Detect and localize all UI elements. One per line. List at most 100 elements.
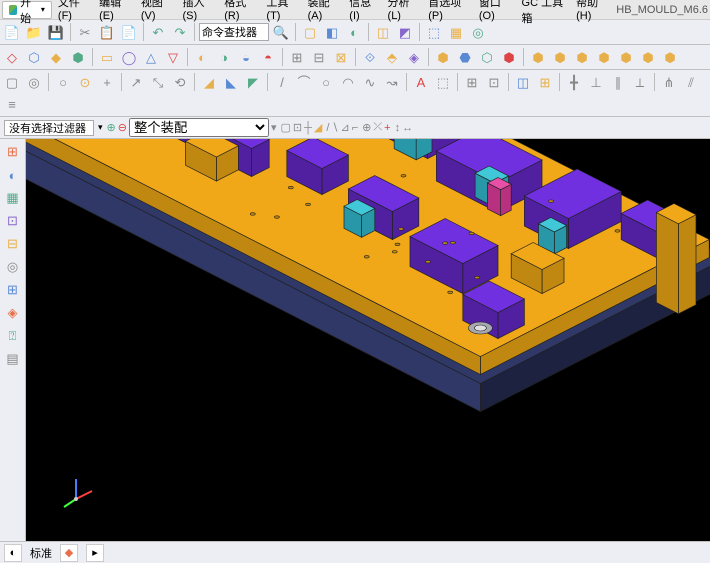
toolbar-button[interactable]: ≡	[2, 94, 22, 114]
toolbar-button[interactable]: ⊠	[331, 47, 351, 67]
toolbar-button[interactable]: ⬢	[68, 47, 88, 67]
toolbar-button[interactable]: ⊡	[293, 121, 302, 134]
toolbar-button[interactable]: 📄	[119, 22, 139, 42]
toolbar-button[interactable]: ⊟	[309, 47, 329, 67]
toolbar-button[interactable]: ◫	[373, 22, 393, 42]
toolbar-button[interactable]: ⌐	[352, 122, 358, 134]
toolbar-button[interactable]: △	[141, 47, 161, 67]
toolbar-button[interactable]: ⬘	[382, 47, 402, 67]
menu-item[interactable]: GC 工具箱	[516, 0, 571, 26]
toolbar-button[interactable]: ⊡	[484, 72, 504, 92]
left-tool-button[interactable]: ◈	[2, 302, 24, 324]
toolbar-button[interactable]: ↕	[395, 122, 401, 134]
toolbar-button[interactable]: ▾	[271, 121, 277, 134]
left-tool-button[interactable]: ◎	[2, 256, 24, 278]
toolbar-button[interactable]: ⊕	[362, 121, 371, 134]
toolbar-button[interactable]: ◠	[338, 72, 358, 92]
toolbar-button[interactable]: ⬚	[424, 22, 444, 42]
toolbar-button[interactable]: ⊞	[462, 72, 482, 92]
toolbar-button[interactable]: ⤡	[148, 72, 168, 92]
status-icon-1[interactable]: ◐	[4, 544, 22, 562]
toolbar-button[interactable]: ▭	[97, 47, 117, 67]
toolbar-button[interactable]: 📄	[2, 22, 22, 42]
toolbar-button[interactable]: ◢	[199, 72, 219, 92]
toolbar-button[interactable]: ◆	[46, 47, 66, 67]
toolbar-button[interactable]: ⊞	[287, 47, 307, 67]
left-tool-button[interactable]: ⊟	[2, 233, 24, 255]
toolbar-button[interactable]: ⊥	[586, 72, 606, 92]
toolbar-button[interactable]: ◐	[344, 22, 364, 42]
toolbar-button[interactable]: A	[411, 72, 431, 92]
start-button[interactable]: 开始 ▾	[2, 1, 52, 19]
status-icon-3[interactable]: ▸	[86, 544, 104, 562]
toolbar-button[interactable]: ▢	[300, 22, 320, 42]
toolbar-button[interactable]: ⬢	[594, 47, 614, 67]
toolbar-button[interactable]: ╋	[564, 72, 584, 92]
toolbar-button[interactable]: ↶	[148, 22, 168, 42]
toolbar-button[interactable]: ▽	[163, 47, 183, 67]
toolbar-button[interactable]: ⬢	[616, 47, 636, 67]
toolbar-button[interactable]: ◇	[2, 47, 22, 67]
toolbar-button[interactable]: ⬡	[477, 47, 497, 67]
toolbar-button[interactable]: ◑	[214, 47, 234, 67]
toolbar-button[interactable]: ✂	[75, 22, 95, 42]
toolbar-button[interactable]: ⟲	[170, 72, 190, 92]
toolbar-button[interactable]: ┼	[304, 122, 312, 134]
left-tool-button[interactable]: ⊡	[2, 210, 24, 232]
toolbar-button[interactable]: ◒	[236, 47, 256, 67]
toolbar-button[interactable]: ⟂	[630, 72, 650, 92]
toolbar-button[interactable]: ⊞	[535, 72, 555, 92]
toolbar-button[interactable]: ▢	[281, 121, 291, 134]
selection-filter-input[interactable]	[4, 120, 94, 136]
toolbar-button[interactable]: ◫	[513, 72, 533, 92]
left-tool-button[interactable]: ⍰	[2, 325, 24, 347]
toolbar-button[interactable]: 💾	[46, 22, 66, 42]
toolbar-button[interactable]: ○	[53, 72, 73, 92]
viewport-3d[interactable]	[26, 139, 710, 541]
toolbar-button[interactable]: +	[97, 72, 117, 92]
toolbar-button[interactable]: ○	[316, 72, 336, 92]
toolbar-button[interactable]: ▢	[2, 72, 22, 92]
toolbar-button[interactable]: ⬢	[638, 47, 658, 67]
toolbar-button[interactable]: ⤫	[373, 121, 382, 134]
toolbar-button[interactable]: 📋	[97, 22, 117, 42]
toolbar-button[interactable]: ↷	[170, 22, 190, 42]
toolbar-button[interactable]: ◎	[468, 22, 488, 42]
toolbar-button[interactable]: +	[384, 122, 390, 134]
toolbar-button[interactable]: ⬡	[24, 47, 44, 67]
toolbar-button[interactable]: ◐	[192, 47, 212, 67]
toolbar-button[interactable]: ◓	[258, 47, 278, 67]
toolbar-button[interactable]: 🔍	[271, 22, 291, 42]
chevron-down-icon[interactable]: ▾	[98, 122, 103, 133]
toolbar-combo[interactable]: 整个装配	[129, 118, 269, 137]
toolbar-button[interactable]: ◤	[243, 72, 263, 92]
toolbar-button[interactable]: ◩	[395, 22, 415, 42]
left-tool-button[interactable]: ⊞	[2, 279, 24, 301]
menu-item[interactable]: 格式(R)	[218, 0, 260, 26]
status-icon-2[interactable]: ◆	[60, 544, 78, 562]
toolbar-button[interactable]: ↗	[126, 72, 146, 92]
left-tool-button[interactable]: ◐	[2, 164, 24, 186]
toolbar-button[interactable]: ⊙	[75, 72, 95, 92]
toolbar-button[interactable]: ⬣	[455, 47, 475, 67]
toolbar-button[interactable]: ⬢	[433, 47, 453, 67]
toolbar-button[interactable]: ◢	[314, 121, 322, 134]
toolbar-button[interactable]: ⊿	[340, 121, 349, 134]
toolbar-button[interactable]: ∥	[608, 72, 628, 92]
toolbar-button[interactable]: ↔	[402, 122, 413, 134]
toolbar-button[interactable]: ⌒	[294, 72, 314, 92]
toolbar-button[interactable]: ⟐	[360, 47, 380, 67]
toolbar-button[interactable]: ∖	[331, 121, 338, 134]
toolbar-button[interactable]: ◯	[119, 47, 139, 67]
toolbar-button[interactable]: ▦	[446, 22, 466, 42]
toolbar-button[interactable]: ◈	[404, 47, 424, 67]
left-tool-button[interactable]: ▤	[2, 348, 24, 370]
toolbar-button[interactable]: ⬢	[550, 47, 570, 67]
coordinate-triad[interactable]	[56, 471, 96, 511]
toolbar-button[interactable]: ⊖	[118, 121, 127, 134]
toolbar-button[interactable]: ⬢	[528, 47, 548, 67]
toolbar-button[interactable]: ⊕	[107, 121, 116, 134]
toolbar-input[interactable]	[199, 23, 269, 41]
toolbar-button[interactable]: ⫽	[681, 72, 701, 92]
toolbar-button[interactable]: /	[326, 122, 329, 134]
